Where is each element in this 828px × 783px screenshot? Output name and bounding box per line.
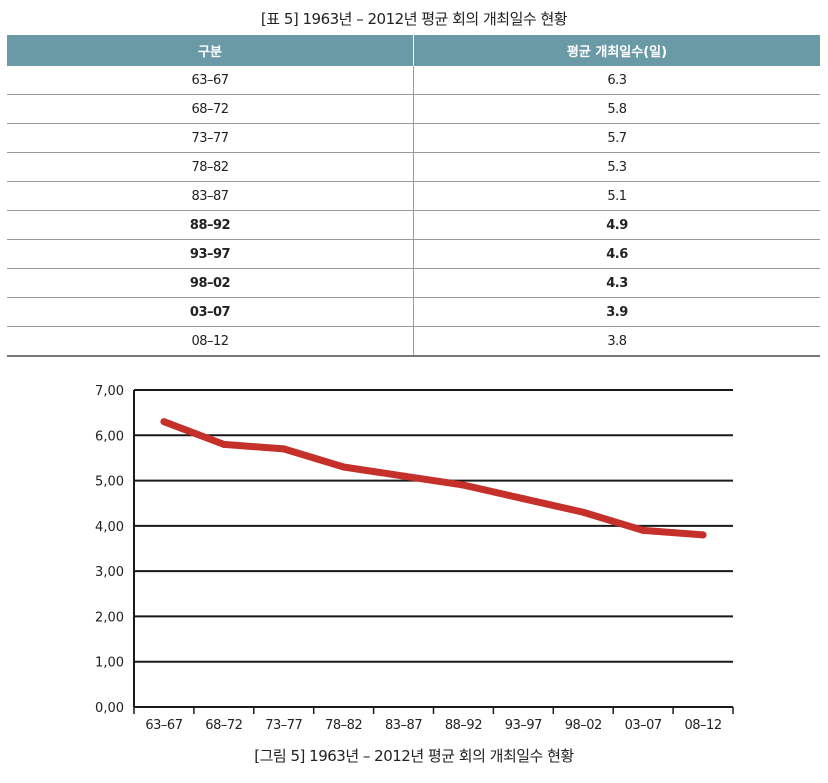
table-row: 68–72 5.8	[7, 94, 820, 124]
y-tick-label: 4,00	[95, 520, 124, 535]
cell-period: 63–67	[7, 66, 414, 95]
cell-period: 98–02	[7, 268, 414, 298]
cell-value: 5.8	[413, 94, 820, 124]
x-tick-label: 08–12	[685, 718, 722, 733]
table-row: 03–07 3.9	[7, 297, 820, 327]
header-period: 구분	[7, 35, 414, 66]
y-tick-label: 1,00	[95, 656, 124, 671]
cell-value: 5.3	[413, 152, 820, 182]
table-row: 63–67 6.3	[7, 66, 820, 95]
data-point	[400, 472, 408, 480]
x-tick-label: 63–67	[145, 718, 182, 733]
y-tick-label: 2,00	[95, 610, 124, 625]
table-row: 08–12 3.8	[7, 326, 820, 357]
table-header-row: 구분 평균 개최일수(일)	[7, 35, 820, 66]
data-point	[160, 418, 168, 426]
cell-value: 3.9	[413, 297, 820, 327]
cell-period: 83–87	[7, 181, 414, 211]
x-tick-label: 88–92	[445, 718, 482, 733]
y-tick-label: 3,00	[95, 565, 124, 580]
table-row: 78–82 5.3	[7, 152, 820, 182]
y-tick-label: 5,00	[95, 475, 124, 490]
cell-value: 4.3	[413, 268, 820, 298]
data-point	[220, 440, 228, 448]
table-row: 93–97 4.6	[7, 239, 820, 269]
data-point	[519, 495, 527, 503]
y-tick-label: 0,00	[95, 701, 124, 716]
table-row: 83–87 5.1	[7, 181, 820, 211]
x-tick-label: 73–77	[265, 718, 302, 733]
data-point	[340, 463, 348, 471]
x-tick-label: 78–82	[325, 718, 362, 733]
table-row: 98–02 4.3	[7, 268, 820, 298]
data-table: 구분 평균 개최일수(일) 63–67 6.3 68–72 5.8 73–77 5.7 78…	[7, 35, 820, 357]
x-tick-label: 98–02	[565, 718, 602, 733]
cell-value: 4.6	[413, 239, 820, 269]
figure-caption: [그림 5] 1963년 – 2012년 평균 회의 개최일수 현황	[254, 747, 574, 765]
table-row: 88–92 4.9	[7, 210, 820, 240]
series-line	[160, 418, 707, 539]
data-point	[579, 508, 587, 516]
y-tick-label: 7,00	[95, 384, 124, 399]
cell-value: 5.7	[413, 123, 820, 153]
cell-period: 08–12	[7, 326, 414, 357]
cell-value: 4.9	[413, 210, 820, 240]
cell-period: 68–72	[7, 94, 414, 124]
cell-period: 88–92	[7, 210, 414, 240]
data-point	[459, 481, 467, 489]
x-tick-label: 93–97	[505, 718, 542, 733]
cell-period: 03–07	[7, 297, 414, 327]
data-point	[639, 526, 647, 534]
cell-period: 73–77	[7, 123, 414, 153]
x-tick-label: 83–87	[385, 718, 422, 733]
y-tick-label: 6,00	[95, 429, 124, 444]
cell-value: 3.8	[413, 326, 820, 357]
x-tick-label: 68–72	[205, 718, 242, 733]
table-row: 73–77 5.7	[7, 123, 820, 153]
data-point	[699, 531, 707, 539]
table-caption: [표 5] 1963년 – 2012년 평균 회의 개최일수 현황	[260, 10, 568, 28]
cell-period: 78–82	[7, 152, 414, 182]
x-tick-label: 03–07	[625, 718, 662, 733]
header-avg-days: 평균 개최일수(일)	[413, 35, 820, 66]
line-chart: 0,00 1,00 2,00 3,00 4,00 5,00 6,00 7,00 63–67 68–…	[95, 384, 734, 733]
cell-value: 6.3	[413, 66, 820, 95]
cell-value: 5.1	[413, 181, 820, 211]
cell-period: 93–97	[7, 239, 414, 269]
data-point	[280, 445, 288, 453]
